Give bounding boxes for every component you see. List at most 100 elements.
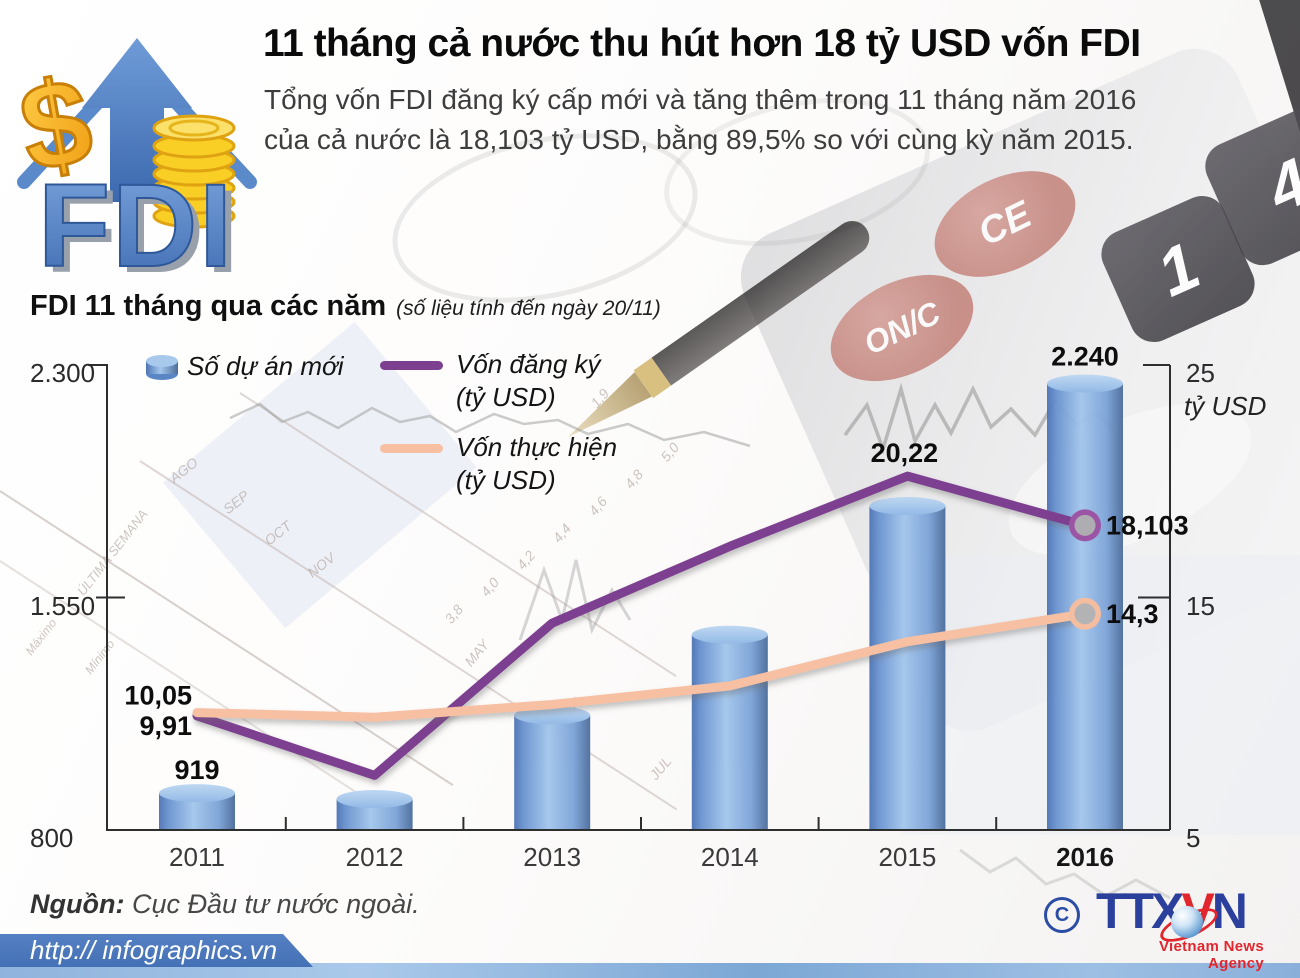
value-label-10,05: 10,05 xyxy=(124,681,192,711)
bg-calc-key-4-label: 4 xyxy=(1256,143,1300,227)
value-label-20,22: 20,22 xyxy=(871,438,939,468)
value-label-18,103: 18,103 xyxy=(1106,510,1189,540)
bg-calc-key-1-label: 1 xyxy=(1146,227,1210,311)
y-axis-left-label-2.300: 2.300 xyxy=(30,358,96,388)
y-axis-right-label-25: 25 xyxy=(1186,358,1215,388)
legend-line1-swatch xyxy=(380,361,443,370)
bg-watermark-text: SEP xyxy=(220,487,252,517)
logo-coin-stack-icon xyxy=(152,114,236,229)
bg-calc-key-ce-label: CE xyxy=(971,193,1038,255)
endpoint-marker xyxy=(1069,509,1101,542)
bg-watermark-text: ÚLTIMA SEMANA xyxy=(74,506,151,599)
bg-watermark-text: JUL xyxy=(646,753,675,783)
x-axis-label-2011: 2011 xyxy=(169,842,225,872)
bg-watermark-text: AGO xyxy=(166,454,201,486)
legend-line2-name: Vốn thực hiện xyxy=(456,432,618,462)
bar-2011 xyxy=(159,784,235,830)
ttxvn-logo: TTX V N xyxy=(1096,883,1248,939)
bar-2013 xyxy=(514,706,591,830)
ttxvn-n: N xyxy=(1211,883,1248,939)
bg-watermark-text: Máximo xyxy=(22,616,60,658)
page-subtitle: Tổng vốn FDI đăng ký cấp mới và tăng thê… xyxy=(264,80,1224,160)
value-label-2.240: 2.240 xyxy=(1051,342,1119,372)
value-label-919: 919 xyxy=(174,755,219,785)
footer-url[interactable]: http:// infographics.vn xyxy=(30,935,278,965)
bg-calc-key-onc-label: ON/C xyxy=(857,293,946,362)
bg-watermark-text: 4,2 xyxy=(513,547,539,573)
fdi-logo: $ FDI FDI xyxy=(12,38,257,290)
bg-watermark-text: 4,4 xyxy=(549,520,575,546)
endpoint-marker xyxy=(1069,597,1101,630)
bg-pen-ring xyxy=(633,357,672,399)
bg-watermark-text: 5,0 xyxy=(657,439,683,465)
legend-line2-swatch xyxy=(380,444,443,453)
line-series-2 xyxy=(192,609,1090,722)
ttxvn-v: V xyxy=(1181,883,1214,939)
x-axis-label-2012: 2012 xyxy=(345,842,404,872)
legend-line2-label: Vốn thực hiện (tỷ USD) xyxy=(456,431,617,497)
chart-heading-note: (số liệu tính đến ngày 20/11) xyxy=(396,297,661,320)
bar-2014 xyxy=(691,625,768,830)
bg-rule-line xyxy=(0,560,362,797)
bg-calculator-corner xyxy=(1259,0,1300,132)
source-line: Nguồn: Cục Đầu tư nước ngoài. xyxy=(30,889,420,920)
y-axis-right-label-15: 15 xyxy=(1186,590,1215,621)
source-text: Cục Đầu tư nước ngoài. xyxy=(124,889,420,919)
axes-group xyxy=(88,364,1171,831)
bg-watermark-text: MAY xyxy=(461,636,493,670)
bg-calc-key-onc: ON/C xyxy=(813,253,991,403)
ttxvn-agency-name: Vietnam News Agency xyxy=(1158,938,1264,972)
bar-2016 xyxy=(1047,374,1123,830)
chart-heading: FDI 11 tháng qua các năm (số liệu tính đ… xyxy=(30,290,661,323)
y-axis-left-label-1.550: 1.550 xyxy=(30,590,96,621)
bg-watermark-text: NOV xyxy=(304,549,339,581)
legend-bar-icon xyxy=(146,355,178,380)
bg-pen-body xyxy=(651,214,876,386)
logo-fdi-text: FDI xyxy=(38,160,234,290)
value-labels-group: 919 2.240 10,059,91 20,22 18,103 14,3 xyxy=(124,342,1188,786)
copyright-icon: C xyxy=(1044,897,1080,933)
bar-2012 xyxy=(336,790,413,830)
left-and-bottom-axis xyxy=(88,364,1170,831)
subtitle-line-2: của cả nước là 18,103 tỷ USD, bằng 89,5%… xyxy=(264,124,1134,155)
y-axis-right-unit: tỷ USD xyxy=(1184,391,1267,421)
bg-rule-line xyxy=(0,490,454,786)
legend-line2-unit: (tỷ USD) xyxy=(456,465,556,495)
source-label: Nguồn: xyxy=(30,889,125,919)
value-label-9,91: 9,91 xyxy=(139,711,192,741)
bg-calc-key-blank xyxy=(986,372,1274,588)
legend-line1-name: Vốn đăng ký xyxy=(456,349,601,379)
bg-watermark-text: 4,0 xyxy=(477,574,503,600)
bars-group xyxy=(159,374,1123,830)
legend-line1-unit: (tỷ USD) xyxy=(456,382,556,412)
lines-group xyxy=(192,471,1090,780)
x-axis-label-2016: 2016 xyxy=(1056,842,1114,872)
chart-heading-title: FDI 11 tháng qua các năm xyxy=(30,290,387,322)
y-axis-left-label-800: 800 xyxy=(30,823,74,853)
legend-bar-label: Số dự án mới xyxy=(187,351,344,381)
x-axis-label-2015: 2015 xyxy=(878,842,937,872)
bg-paper-shade xyxy=(900,555,1300,835)
footer-strip xyxy=(0,963,1300,978)
page-title: 11 tháng cả nước thu hút hơn 18 tỷ USD v… xyxy=(263,22,1141,65)
bg-watermark-text: JUN xyxy=(554,694,585,726)
bg-pen xyxy=(558,214,876,451)
bg-rule-line xyxy=(139,460,678,811)
line-series-1 xyxy=(192,471,1090,780)
bg-watermark-text: OCT xyxy=(261,517,295,549)
bg-calc-key-ce: CE xyxy=(917,149,1093,299)
ttxvn-ttx: TTX xyxy=(1096,883,1184,939)
value-label-14,3: 14,3 xyxy=(1106,599,1159,629)
bg-watermark-text: 4,8 xyxy=(621,466,647,492)
bg-calc-key-1: 1 xyxy=(1093,188,1263,350)
subtitle-line-1: Tổng vốn FDI đăng ký cấp mới và tăng thê… xyxy=(264,84,1137,115)
bar-2015 xyxy=(869,497,946,830)
x-axis-label-2013: 2013 xyxy=(523,842,582,872)
bg-watermark-text: 4,6 xyxy=(585,493,611,519)
markers-group xyxy=(1069,509,1101,630)
logo-fdi-shadow: FDI xyxy=(45,166,241,290)
x-axis-label-2014: 2014 xyxy=(700,842,759,872)
bg-watermark-text: Mínimo xyxy=(82,637,118,677)
footer-bar xyxy=(0,934,313,967)
